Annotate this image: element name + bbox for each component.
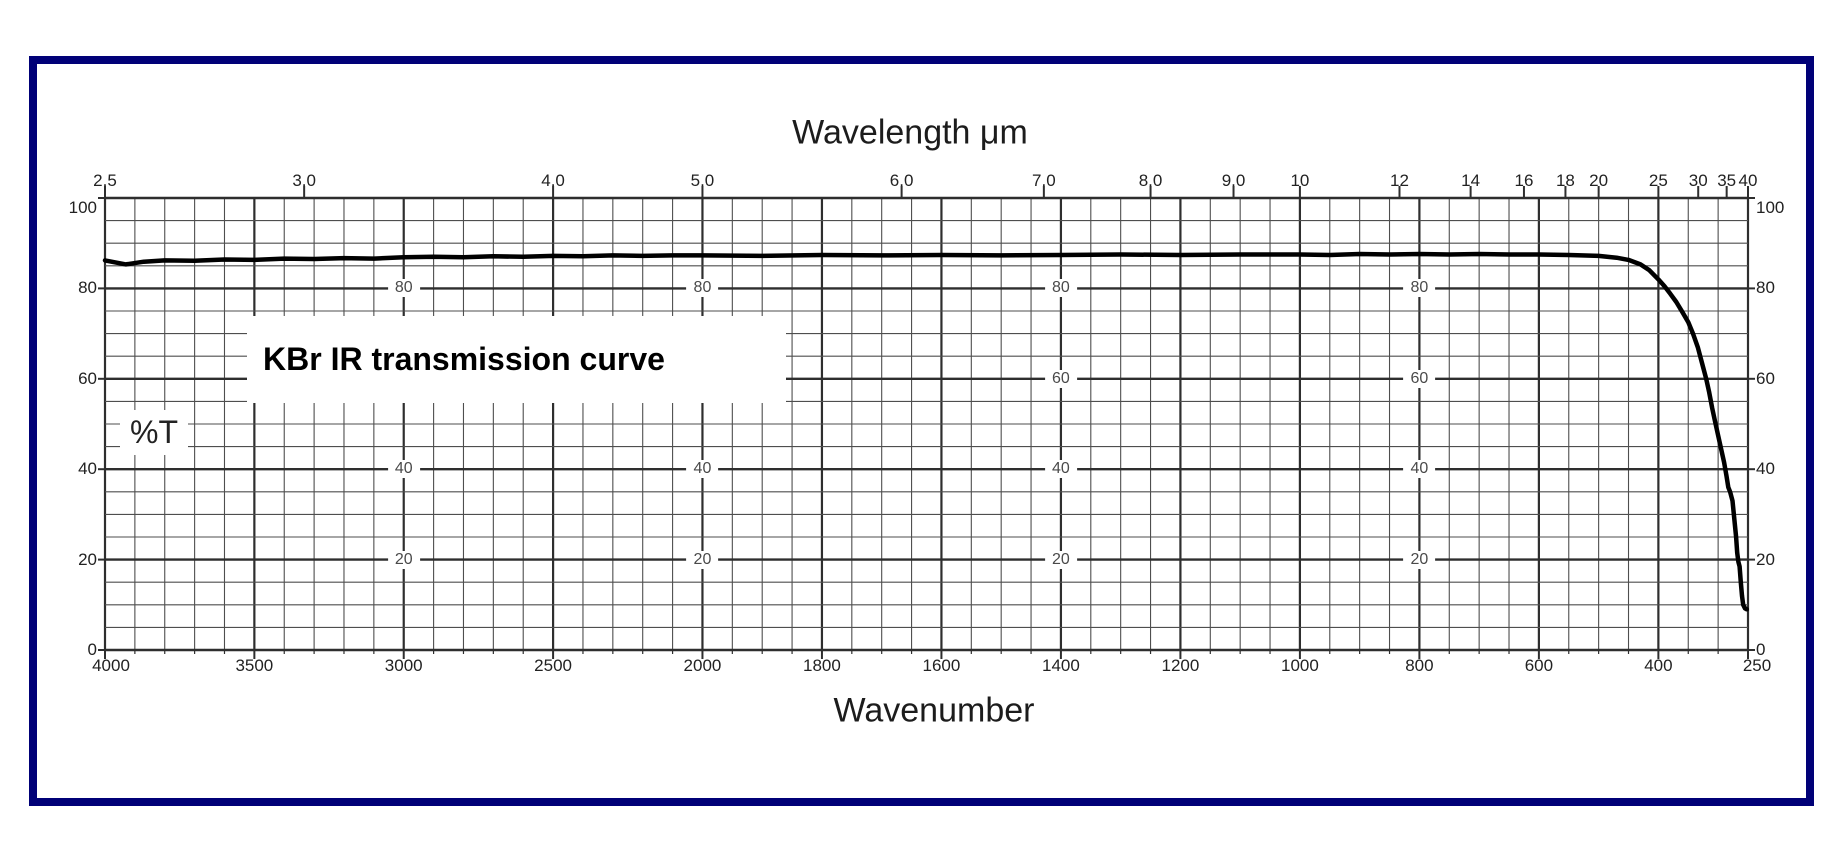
interior-scale-label: 40 [686, 460, 719, 479]
top-tick-label: 12 [1390, 171, 1409, 190]
interior-scale-label: 20 [686, 550, 719, 569]
right-tick-label: 20 [1756, 549, 1775, 569]
top-tick-label: 7.0 [1032, 171, 1056, 190]
right-tick-label: 40 [1756, 459, 1775, 479]
interior-scale-label: 40 [1403, 460, 1436, 479]
top-tick-label: 6.0 [889, 171, 914, 190]
left-tick-label: 60 [78, 368, 97, 388]
top-tick-label: 35 [1717, 171, 1737, 190]
bottom-tick-label: 400 [1644, 656, 1673, 675]
interior-scale-label: 80 [686, 279, 719, 298]
bottom-tick-label: 1600 [922, 656, 961, 675]
chart-title: KBr IR transmission curve [263, 341, 665, 377]
bottom-tick-label: 600 [1524, 656, 1554, 675]
chart-title-box: KBr IR transmission curve [247, 316, 786, 403]
bottom-axis-title: Wavenumber [833, 691, 1035, 730]
left-tick-label: 0 [87, 640, 97, 659]
top-tick-label: 5.0 [690, 171, 715, 190]
top-tick-label: 9.0 [1221, 171, 1246, 190]
bottom-tick-label: 2000 [683, 656, 722, 675]
interior-scale-label: 20 [387, 550, 420, 569]
left-tick-label: 100 [68, 198, 97, 217]
transmission-curve [102, 251, 1750, 612]
interior-scale-label: 80 [1403, 279, 1436, 298]
bottom-tick-label: 4000 [92, 656, 130, 675]
top-tick-label: 2.5 [93, 171, 117, 190]
bottom-tick-label: 2500 [534, 656, 572, 675]
interior-scale-label: 20 [1403, 550, 1436, 569]
right-tick-label: 60 [1756, 368, 1775, 388]
interior-scale-label: 60 [1045, 369, 1077, 388]
bottom-tick-label: 1800 [803, 656, 841, 675]
interior-scale-label: 40 [1045, 460, 1077, 479]
right-tick-label: 0 [1756, 640, 1766, 659]
y-axis-unit-label: %T [120, 410, 188, 455]
interior-scale-label: 80 [1045, 279, 1077, 298]
top-tick-label: 8.0 [1138, 171, 1163, 190]
right-tick-label: 80 [1756, 278, 1775, 298]
interior-scale-label: 60 [1403, 369, 1436, 388]
left-tick-label: 40 [78, 459, 97, 479]
left-tick-label: 20 [78, 549, 97, 569]
top-tick-label: 16 [1514, 171, 1534, 190]
top-tick-label: 10 [1290, 171, 1310, 190]
bottom-tick-label: 3500 [235, 656, 274, 675]
bottom-tick-label: 250 [1742, 656, 1772, 675]
interior-scale-label: 80 [387, 279, 420, 298]
bottom-tick-label: 1000 [1280, 656, 1319, 675]
top-tick-label: 40 [1738, 171, 1758, 190]
bottom-tick-label: 1400 [1042, 656, 1080, 675]
outer-navy-frame [29, 56, 1814, 806]
top-tick-label: 20 [1589, 171, 1609, 190]
top-axis-title: Wavelength μm [792, 113, 1028, 152]
left-tick-label: 80 [78, 278, 97, 298]
bottom-tick-label: 800 [1405, 656, 1434, 675]
interior-scale-label: 20 [1045, 550, 1077, 569]
bottom-tick-label: 3000 [384, 656, 423, 675]
top-tick-label: 30 [1688, 171, 1708, 190]
top-tick-label: 18 [1555, 171, 1575, 190]
top-tick-label: 3.0 [292, 171, 316, 190]
top-tick-label: 25 [1648, 171, 1668, 190]
interior-scale-label: 40 [387, 460, 420, 479]
bottom-tick-label: 1200 [1161, 656, 1200, 675]
right-tick-label: 100 [1756, 198, 1785, 217]
top-tick-label: 14 [1461, 171, 1481, 190]
top-tick-label: 4.0 [541, 171, 565, 190]
